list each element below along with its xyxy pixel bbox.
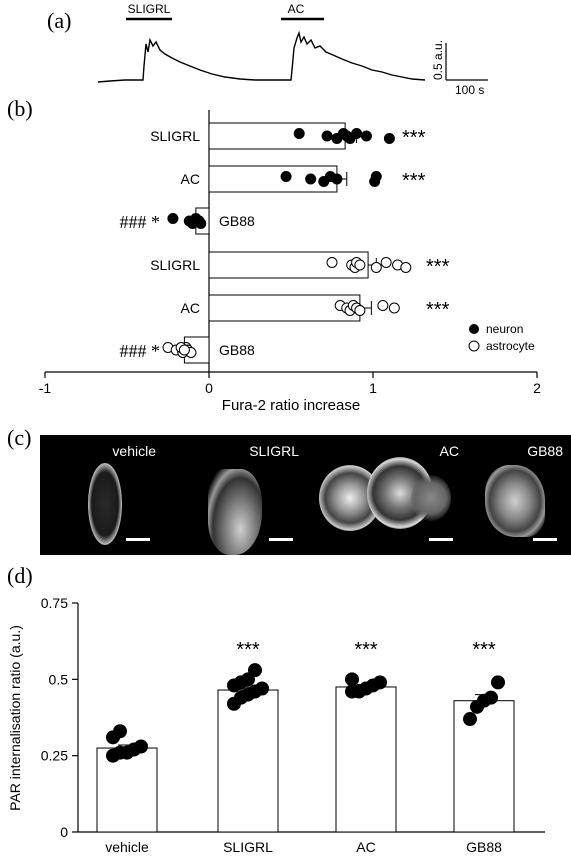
fura2-data-point — [195, 218, 207, 229]
internalisation-data-point — [484, 690, 498, 705]
fura2-data-point — [388, 302, 400, 314]
internalisation-category-label: GB88 — [466, 839, 502, 855]
internalisation-significance: *** — [236, 639, 260, 661]
fura2-category-label: AC — [181, 171, 200, 187]
trace-panel: SLIGRL AC 0.5 a.u. 100 s — [97, 2, 488, 97]
internalisation-category-label: SLIGRL — [223, 839, 273, 855]
fura2-significance: *** — [426, 256, 450, 278]
fura2-category-label: SLIGRL — [150, 257, 200, 273]
panel-label-d: (d) — [7, 563, 33, 588]
internalisation-bar — [453, 700, 515, 833]
fura2-bar — [208, 294, 361, 322]
fura2-data-point — [380, 257, 392, 268]
internalisation-y-tick-label: 0.25 — [41, 748, 68, 764]
internalisation-significance: *** — [472, 639, 496, 661]
micrograph-ac: AC — [307, 435, 467, 555]
fura2-data-point — [370, 262, 382, 273]
internalisation-bar — [217, 689, 279, 833]
fura2-bar — [208, 251, 369, 279]
scale-label-x: 100 s — [455, 83, 484, 97]
fura2-data-point — [354, 305, 366, 316]
fura2-significance-vs-control: ### * — [120, 212, 161, 232]
panel-label-b: (b) — [7, 96, 33, 121]
fura2-category-label: GB88 — [219, 213, 255, 229]
internalisation-y-tick-label: 0 — [60, 824, 68, 840]
internalisation-data-point — [345, 672, 359, 687]
scale-bar — [533, 538, 557, 541]
fura2-significance: *** — [402, 127, 426, 149]
legend-astrocyte-marker — [468, 340, 480, 352]
trace-marker-ac: AC — [288, 2, 305, 16]
micrograph-vehicle: vehicle — [40, 435, 164, 555]
fura2-data-point — [331, 173, 343, 185]
trace-marker-sligrl: SLIGRL — [128, 2, 171, 16]
internalisation-y-tick-label: 0.75 — [41, 595, 68, 611]
scale-label-y: 0.5 a.u. — [431, 40, 445, 80]
internalisation-data-point — [134, 739, 148, 754]
scale-bar — [269, 538, 293, 541]
calcium-trace — [97, 30, 426, 83]
internalisation-category-label: vehicle — [105, 839, 149, 855]
fura2-category-label: SLIGRL — [150, 128, 200, 144]
panel-label-a: (a) — [47, 8, 72, 33]
scale-bar — [429, 538, 453, 541]
internalisation-data-point — [113, 724, 127, 739]
fura2-data-point — [178, 344, 190, 356]
fura2-significance-vs-control: ### * — [120, 341, 161, 361]
fura2-data-point — [326, 257, 338, 268]
scale-bar — [126, 538, 150, 541]
fura2-chart: -1 0 1 2 SLIGRL *** AC *** GB88 ### * SLIGRL *** AC… — [39, 110, 541, 414]
internalisation-data-point — [463, 712, 477, 727]
fura2-data-point — [167, 213, 179, 224]
legend-neuron-label: neuron — [486, 322, 523, 336]
fura2-category-label: AC — [181, 300, 200, 316]
fura2-x-tick-label: 1 — [369, 380, 377, 396]
legend-astrocyte-label: astrocyte — [486, 339, 535, 353]
internalisation-y-tick-label: 0.5 — [49, 671, 69, 687]
micrograph-label-vehicle: vehicle — [112, 443, 156, 459]
fura2-x-tick-label: -1 — [39, 380, 52, 396]
fura2-data-point — [354, 259, 366, 271]
fura2-data-point — [377, 300, 389, 311]
micrograph-label-sligrl: SLIGRL — [249, 443, 299, 459]
micrograph-sligrl: SLIGRL — [164, 435, 307, 555]
fura2-data-point — [400, 262, 412, 273]
fura2-x-tick-label: 2 — [533, 380, 541, 396]
fura2-category-label: GB88 — [219, 342, 255, 358]
fura2-significance: *** — [426, 299, 450, 321]
fura2-data-point — [360, 130, 372, 142]
internalisation-significance: *** — [354, 639, 378, 661]
internalisation-category-label: AC — [356, 839, 375, 855]
internalisation-bar — [335, 686, 397, 833]
fura2-x-tick-label: 0 — [205, 380, 213, 396]
internalisation-ylabel: PAR internalisation ratio (a.u.) — [7, 625, 23, 811]
micrograph-label-ac: AC — [439, 443, 459, 459]
fura2-significance: *** — [402, 170, 426, 192]
fura2-data-point — [305, 173, 317, 185]
internalisation-data-point — [248, 663, 262, 678]
legend-neuron-marker — [469, 324, 479, 334]
fura2-data-point — [383, 133, 395, 144]
fura2-data-point — [370, 171, 382, 182]
micrograph-gb88: GB88 — [467, 435, 571, 555]
fura2-data-point — [280, 171, 292, 182]
internalisation-data-point — [255, 681, 269, 696]
fura2-xlabel: Fura-2 ratio increase — [222, 397, 360, 414]
micrograph-label-gb88: GB88 — [527, 443, 563, 459]
internalisation-data-point — [373, 675, 387, 690]
fura2-data-point — [293, 128, 305, 139]
internalisation-data-point — [491, 675, 505, 690]
internalisation-bar — [96, 747, 158, 833]
panel-label-c: (c) — [7, 425, 32, 450]
